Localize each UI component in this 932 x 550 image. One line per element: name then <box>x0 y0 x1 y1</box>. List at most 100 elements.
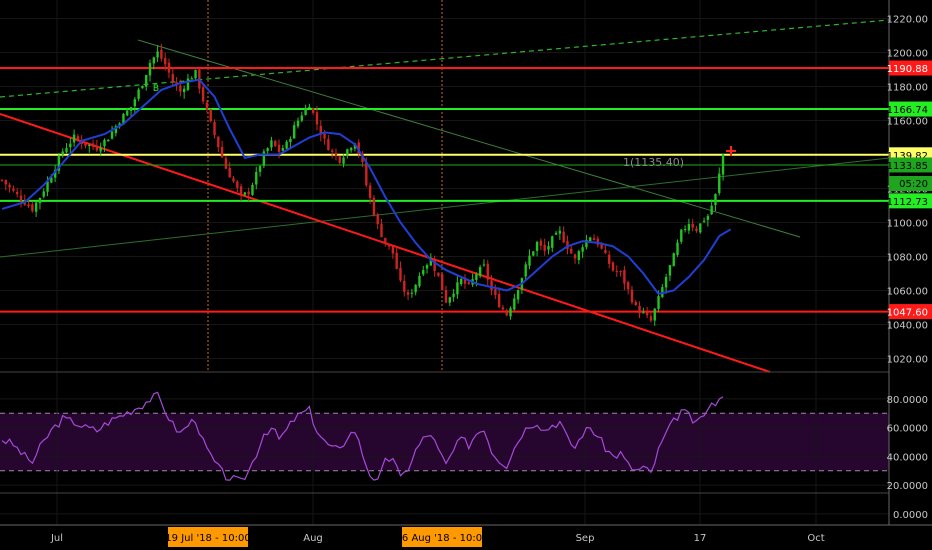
candle-body <box>281 148 285 151</box>
candle-body <box>145 75 148 87</box>
candle-body <box>672 253 675 267</box>
candle-body <box>467 282 470 284</box>
price-tick-label: 1100.00 <box>887 219 928 230</box>
price-tick-label: 1060.00 <box>887 287 928 298</box>
candle-body <box>547 246 550 250</box>
candle-body <box>15 191 19 195</box>
candle-body <box>186 78 190 90</box>
candle-body <box>27 204 30 207</box>
candle-body <box>380 224 383 238</box>
candle-body <box>702 220 706 222</box>
candle-body <box>91 143 95 147</box>
moving-average-line <box>1 78 732 296</box>
candle-body <box>61 151 64 155</box>
candle-body <box>285 141 288 149</box>
candle-body <box>562 231 565 243</box>
candle-body <box>69 143 72 148</box>
candle-body <box>516 290 520 300</box>
red-cross-marker <box>726 146 736 156</box>
candle-body <box>182 88 186 93</box>
time-axis-labels: Jul Aug Sep 17 Oct <box>50 533 825 544</box>
candle-body <box>372 197 376 215</box>
candle-body <box>406 292 410 295</box>
level-label: 1112.73 <box>887 197 928 208</box>
candle-body <box>721 154 725 175</box>
rsi-line <box>1 391 724 481</box>
candle-body <box>384 237 387 244</box>
candle-body <box>387 244 391 247</box>
candle-body <box>31 204 34 212</box>
candle-body <box>459 278 463 284</box>
level-label-bg <box>889 157 932 173</box>
time-highlight-label: 16 Aug '18 - 10:00 <box>396 533 489 544</box>
candle-body <box>95 145 99 151</box>
candle-body <box>497 294 501 308</box>
candle-body <box>346 149 349 157</box>
candle-body <box>410 292 414 294</box>
candle-body <box>554 232 558 235</box>
candle-body <box>194 69 197 79</box>
candle-body <box>99 147 102 152</box>
candle-body <box>179 85 182 92</box>
candle-body <box>236 181 239 188</box>
candle-body <box>638 305 641 314</box>
candle-body <box>687 223 691 231</box>
candle-body <box>539 240 543 246</box>
time-tick-label: Sep <box>576 533 595 544</box>
time-tick-label: 17 <box>694 533 707 544</box>
candle-body <box>266 148 269 152</box>
candle-body <box>8 184 11 188</box>
time-highlight-label: 19 Jul '18 - 10:00 <box>165 533 250 544</box>
level-label-bg <box>889 101 932 117</box>
candle-body <box>46 181 49 192</box>
candle-body <box>220 146 224 158</box>
candle-body <box>558 230 562 234</box>
level-label: 1047.60 <box>887 308 928 319</box>
candle-body <box>699 223 702 233</box>
rising-support-trendline <box>0 157 890 258</box>
candle-body <box>296 120 300 127</box>
candle-body <box>619 271 622 273</box>
candle-body <box>475 274 478 280</box>
candle-body <box>53 170 57 178</box>
marker-b: B <box>153 84 159 94</box>
candle-body <box>448 297 452 303</box>
candle-body <box>57 155 61 171</box>
price-tick-label: 1080.00 <box>887 253 928 264</box>
candle-body <box>72 134 76 143</box>
candle-body <box>201 87 205 102</box>
candle-body <box>422 270 425 275</box>
candle-body <box>433 260 436 271</box>
candle-body <box>395 252 398 269</box>
candle-body <box>714 193 717 206</box>
candle-body <box>680 229 683 242</box>
candle-body <box>258 166 262 172</box>
time-tick-label: Jul <box>50 533 63 544</box>
candle-body <box>357 142 360 155</box>
candle-body <box>513 298 516 310</box>
candle-body <box>122 113 125 125</box>
candle-body <box>532 251 535 256</box>
candle-body <box>368 185 372 198</box>
rsi-band-zone <box>0 413 889 471</box>
time-tick-label: Aug <box>303 533 323 544</box>
time-grid <box>56 0 817 525</box>
candle-body <box>0 179 4 181</box>
candle-body <box>456 282 459 295</box>
candle-body <box>133 99 137 107</box>
candle-body <box>551 236 554 248</box>
candle-body <box>634 301 637 306</box>
candle-body <box>137 89 140 99</box>
candle-body <box>213 122 216 136</box>
candle-body <box>319 126 322 135</box>
rsi-tick-label: 20.0000 <box>887 481 928 492</box>
candle-body <box>304 108 307 115</box>
candle-body <box>255 172 258 185</box>
candle-body <box>217 136 220 148</box>
candle-body <box>209 109 212 122</box>
candle-body <box>403 280 406 292</box>
highlighted-time-labels: 19 Jul '18 - 10:00 16 Aug '18 - 10:00 <box>165 527 488 547</box>
candle-body <box>657 296 660 309</box>
candle-body <box>34 202 38 212</box>
